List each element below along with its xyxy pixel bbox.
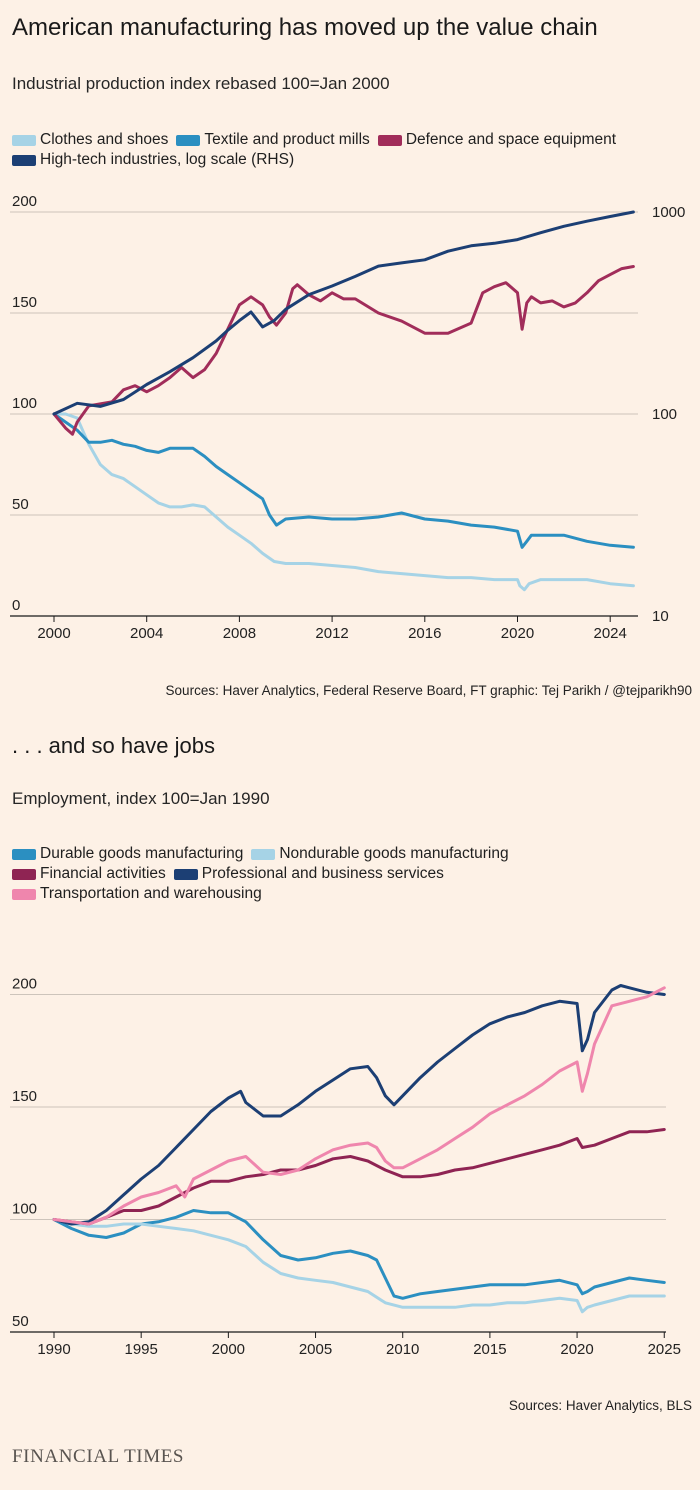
chart1-title: American manufacturing has moved up the …: [12, 14, 598, 41]
legend-label-defence: Defence and space equipment: [405, 131, 617, 148]
legend-item-financial: Financial activities: [12, 865, 166, 883]
y-tick-label: 50: [12, 1313, 29, 1330]
chart2-source: Sources: Haver Analytics, BLS: [508, 1398, 692, 1413]
legend-swatch-nondurable: [251, 848, 276, 860]
chart2-title: . . . and so have jobs: [12, 733, 216, 758]
series-line-durable-goods-manufacturing: [52, 1209, 666, 1300]
legend-label-textile: Textile and product mills: [204, 131, 370, 148]
series-line-defence-and-space-equipment: [52, 265, 635, 436]
y2-tick-label: 10: [652, 608, 669, 625]
y-tick-label: 50: [12, 496, 29, 513]
series-line-clothes-and-shoes: [52, 412, 635, 592]
series-line-financial-activities: [52, 1128, 666, 1226]
series-line-professional-and-business-services: [52, 984, 666, 1226]
legend-label-durable: Durable goods manufacturing: [40, 845, 244, 862]
legend-item-clothes: Clothes and shoes: [12, 131, 168, 149]
legend-swatch-clothes: [12, 134, 36, 146]
x-tick-label: 2012: [315, 625, 348, 642]
y-tick-label: 0: [12, 597, 20, 614]
x-tick-label: 2000: [37, 625, 70, 642]
x-tick-label: 2020: [501, 625, 534, 642]
legend-item-durable: Durable goods manufacturing: [12, 845, 243, 863]
series-line-transportation-and-warehousing: [52, 986, 666, 1226]
x-tick-label: 2008: [223, 625, 256, 642]
chart2-plot: 50 100 150 200 1990 1995 2000 2005 2010 2015 2020 2…: [10, 976, 681, 1358]
legend-swatch-textile: [176, 134, 201, 146]
legend-label-hightech: High-tech industries, log scale (RHS): [40, 151, 295, 168]
legend-label-clothes: Clothes and shoes: [40, 131, 169, 148]
legend-label-financial: Financial activities: [40, 865, 166, 882]
y-tick-label: 100: [12, 1201, 37, 1218]
y2-tick-label: 100: [652, 406, 677, 423]
x-tick-label: 1995: [124, 1341, 157, 1358]
legend-item-hightech: High-tech industries, log scale (RHS): [12, 151, 294, 169]
x-tick-label: 2024: [594, 625, 627, 642]
x-tick-label: 1990: [37, 1341, 70, 1358]
legend-item-nondurable: Nondurable goods manufacturing: [251, 845, 509, 863]
x-tick-label: 2005: [299, 1341, 332, 1358]
legend-item-defence: Defence and space equipment: [377, 131, 617, 149]
x-tick-label: 2020: [560, 1341, 593, 1358]
y2-tick-label: 1000: [652, 204, 685, 221]
y-tick-label: 200: [12, 976, 37, 993]
chart2-subtitle: Employment, index 100=Jan 1990: [12, 789, 270, 808]
legend-swatch-defence: [377, 134, 402, 146]
series-line-nondurable-goods-manufacturing: [52, 1218, 666, 1314]
x-tick-label: 2010: [386, 1341, 419, 1358]
x-tick-label: 2016: [408, 625, 441, 642]
ft-logo: FINANCIAL TIMES: [12, 1446, 185, 1467]
chart2-legend: Durable goods manufacturing Nondurable g…: [12, 844, 517, 904]
chart1-source: Sources: Haver Analytics, Federal Reserv…: [165, 683, 692, 698]
legend-swatch-durable: [12, 848, 36, 860]
legend-item-textile: Textile and product mills: [176, 131, 370, 149]
x-tick-label: 2004: [130, 625, 163, 642]
series-line-high-tech-industries-log-scale-rhs: [52, 210, 635, 416]
legend-item-transport: Transportation and warehousing: [12, 885, 262, 903]
chart1-legend: Clothes and shoes Textile and product mi…: [12, 130, 624, 170]
legend-label-nondurable: Nondurable goods manufacturing: [279, 845, 509, 862]
legend-label-professional: Professional and business services: [201, 865, 444, 882]
x-tick-label: 2025: [648, 1341, 681, 1358]
legend-item-professional: Professional and business services: [173, 865, 444, 883]
chart1-subtitle: Industrial production index rebased 100=…: [12, 74, 390, 93]
chart1-plot: 0 50 100 150 200 10 100 1000 2000 2004 2008 2012 201…: [10, 193, 685, 642]
series-line-textile-and-product-mills: [52, 412, 635, 549]
y-tick-label: 150: [12, 294, 37, 311]
y-tick-label: 200: [12, 193, 37, 210]
legend-swatch-transport: [12, 888, 36, 900]
x-tick-label: 2015: [473, 1341, 506, 1358]
legend-swatch-financial: [12, 868, 36, 880]
y-tick-label: 100: [12, 395, 37, 412]
legend-label-transport: Transportation and warehousing: [40, 885, 262, 902]
legend-swatch-hightech: [12, 154, 36, 166]
y-tick-label: 150: [12, 1088, 37, 1105]
legend-swatch-professional: [173, 868, 198, 880]
x-tick-label: 2000: [212, 1341, 245, 1358]
